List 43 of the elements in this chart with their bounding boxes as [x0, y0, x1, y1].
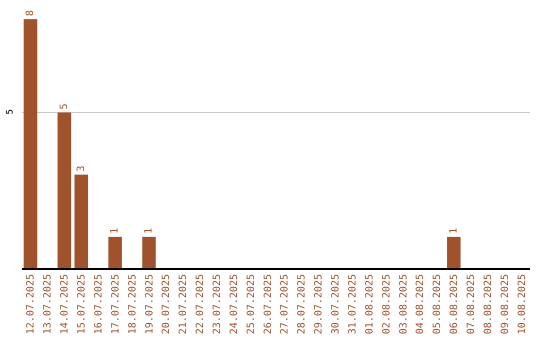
x-tick-label: 26.07.2025: [262, 274, 274, 334]
x-tick-label: 05.08.2025: [432, 274, 444, 334]
x-tick-label: 22.07.2025: [195, 274, 206, 334]
x-tick-label: 03.08.2025: [398, 274, 410, 334]
x-tick-label: 24.07.2025: [228, 274, 240, 334]
bar: [24, 19, 38, 268]
data-label: 1: [110, 228, 121, 234]
x-tick-label: 09.08.2025: [500, 274, 511, 334]
data-label: 8: [24, 10, 36, 16]
data-label: 5: [58, 103, 70, 110]
x-tick-label: 04.08.2025: [415, 274, 426, 334]
x-tick-label: 30.07.2025: [330, 274, 342, 334]
x-tick-label: 07.08.2025: [466, 274, 477, 334]
x-tick-label: 25.07.2025: [246, 274, 257, 334]
data-label: 3: [76, 166, 87, 172]
x-tick-label: 14.07.2025: [60, 274, 71, 334]
x-tick-label: 02.08.2025: [381, 274, 392, 334]
data-label: 1: [144, 228, 154, 234]
x-tick-label: 27.07.2025: [280, 274, 291, 334]
x-tick-label: 17.07.2025: [110, 274, 122, 334]
x-tick-label: 21.07.2025: [178, 274, 190, 334]
bar: [58, 112, 72, 268]
bar: [142, 236, 156, 268]
bar: [447, 236, 461, 268]
x-tick-label: 28.07.2025: [296, 274, 308, 334]
x-tick-label: 15.07.2025: [76, 274, 88, 334]
x-tick-label: 18.07.2025: [127, 274, 138, 334]
x-tick-label: 06.08.2025: [449, 274, 460, 334]
x-tick-label: 10.08.2025: [516, 274, 528, 334]
x-tick-label: 19.07.2025: [144, 274, 156, 334]
x-tick-label: 12.07.2025: [26, 274, 37, 334]
x-tick-label: 08.08.2025: [482, 274, 494, 334]
x-tick-label: 29.07.2025: [314, 274, 325, 334]
x-tick-label: 20.07.2025: [161, 274, 172, 334]
bar: [74, 174, 88, 268]
bar: [108, 236, 122, 268]
x-tick-label: 31.07.2025: [347, 274, 358, 334]
ref-line-label: 5: [6, 109, 16, 114]
x-tick-label: 01.08.2025: [364, 274, 376, 334]
x-tick-label: 23.07.2025: [212, 274, 223, 334]
x-tick-label: 13.07.2025: [42, 274, 54, 334]
data-label: 1: [448, 228, 460, 234]
x-tick-label: 16.07.2025: [93, 274, 104, 334]
